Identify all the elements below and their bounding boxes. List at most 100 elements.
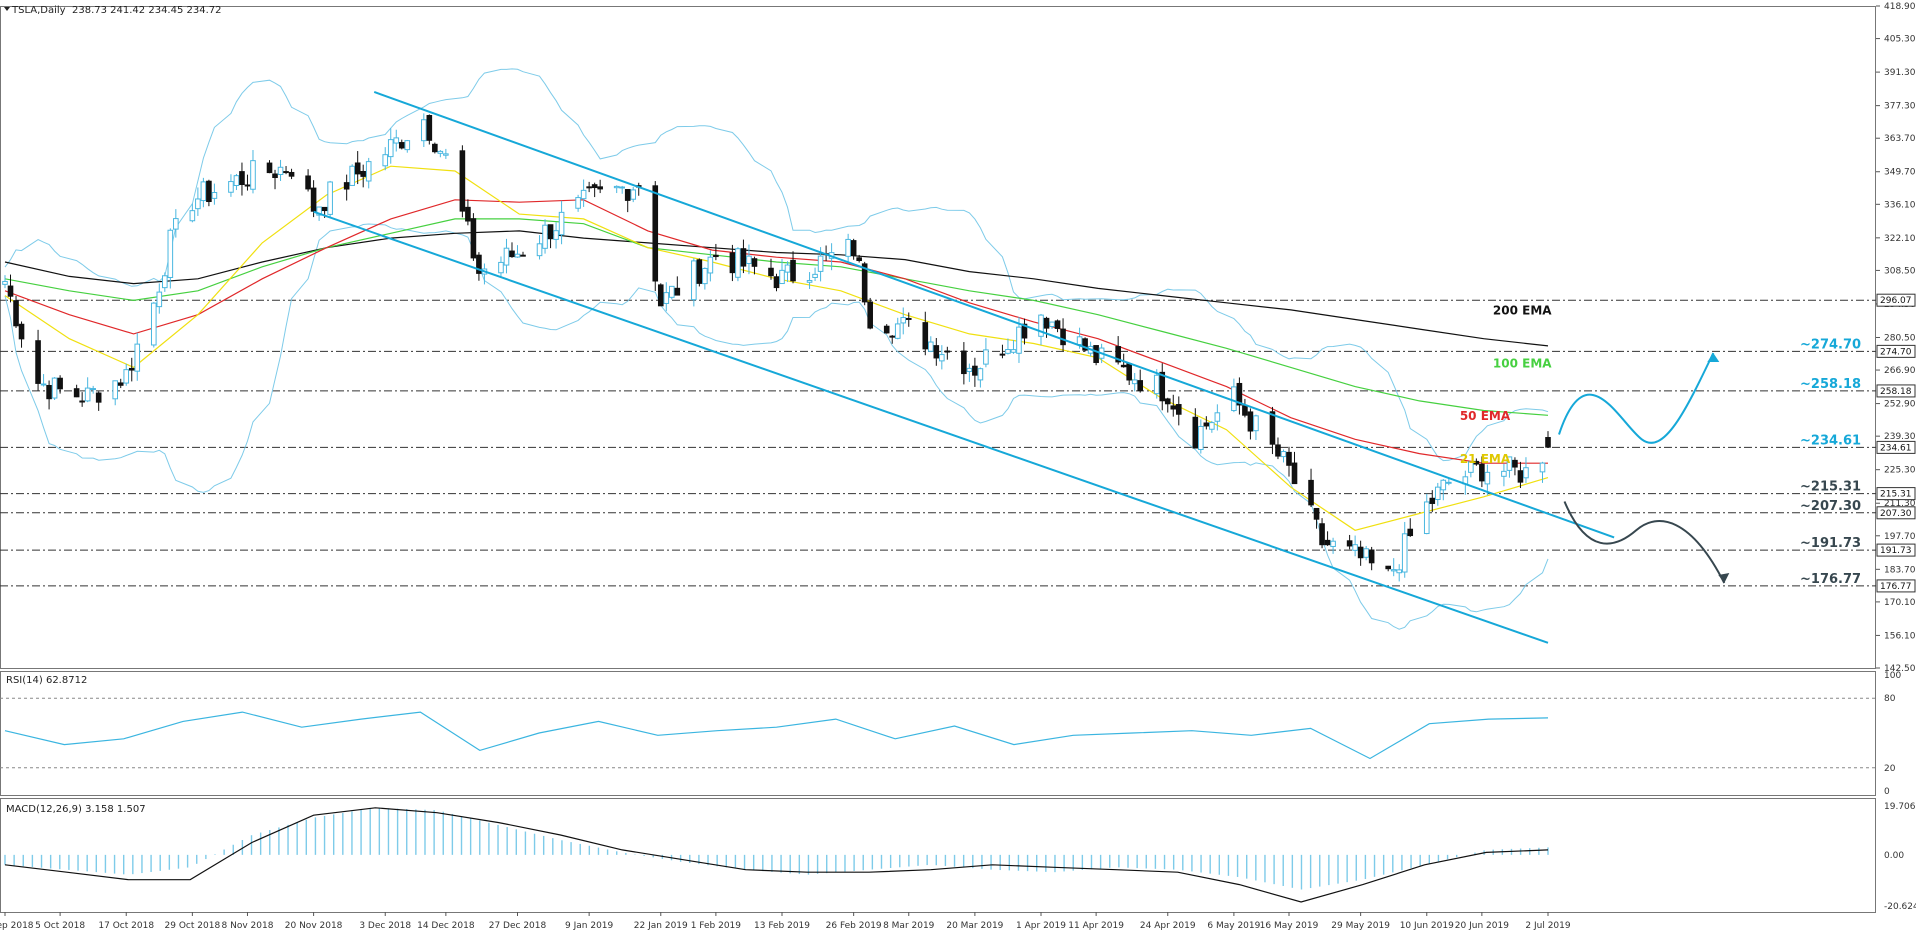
candle-body [150,302,157,346]
candle-body [536,243,543,257]
candle [1280,449,1287,463]
candle-body [668,285,675,298]
candle-body [889,335,896,338]
candle-body [1363,548,1369,558]
candle-body [1468,461,1474,473]
candle [167,228,174,289]
price-tick-label: 183.70 [1884,565,1916,575]
candle [1137,369,1144,393]
rsi-tick-label: 0 [1884,787,1890,797]
candle [1484,464,1491,496]
candle-body [310,187,317,212]
level-price-box [1876,293,1916,307]
x-tick-label: 29 May 2019 [1331,921,1390,931]
rsi-title: RSI(14) 62.8712 [6,675,87,686]
candle-body [547,224,554,240]
price-tick-label: 377.30 [1884,102,1916,112]
candle [977,367,984,388]
candle-body [173,218,179,230]
price-tick-label: 322.10 [1884,234,1916,244]
candle [1192,408,1199,449]
candle-body [250,160,256,190]
candle-body [470,218,477,259]
candle-body [35,340,41,384]
level-label: ~258.18 [1800,377,1861,392]
candle-body [1429,497,1436,504]
x-tick-label: 16 May 2019 [1260,921,1319,931]
candle [354,151,361,185]
candle [867,297,873,330]
level-price-label: 207.30 [1880,509,1912,519]
candle-body [702,267,708,285]
candle-body [1209,422,1215,430]
candle-body [1043,317,1050,329]
macd-panel [0,798,1876,913]
candle-body [1357,546,1364,559]
price-tick-label: 211.30 [1884,499,1916,509]
candle-body [1440,479,1447,491]
candle-body [1506,456,1513,471]
candle-body [1115,346,1121,363]
level-price-box [1876,506,1916,520]
candle-body [784,264,791,273]
ema-line-50-ema [4,199,1548,464]
candle [465,199,471,226]
candle-body [674,287,681,296]
x-tick-label: 8 Mar 2019 [883,921,935,931]
bollinger-upper-band [4,68,1549,462]
ema-line-100-ema [4,218,1549,416]
level-price-label: 258.18 [1880,387,1912,397]
candle [349,164,355,186]
candle-body [112,380,119,400]
candle-body [619,186,626,189]
candle [40,374,47,387]
level-price-label: 191.73 [1880,546,1912,556]
candle [51,377,58,400]
candle-body [421,119,427,142]
candle-body [1401,533,1408,573]
candle [883,324,890,334]
candle [1275,437,1281,460]
candle [1479,456,1485,488]
candle-body [162,275,168,289]
candle [547,224,554,249]
candle-body [343,182,350,190]
candle-body [729,252,736,274]
bearish-scenario-arrow [1563,501,1726,584]
candle [586,181,592,193]
candle [894,317,901,340]
candle [1346,534,1353,550]
candle [966,363,973,382]
candle-body [691,260,697,301]
candle-body [1159,371,1166,402]
candle-body [1291,462,1298,485]
candle-body [790,259,796,282]
level-label: ~176.77 [1800,572,1861,587]
candle-body [1423,501,1430,535]
bollinger-lower-band [4,223,1549,630]
candle [1021,318,1028,345]
candle [1126,362,1132,386]
candle-body [404,140,411,151]
candle-body [211,192,218,199]
candle [426,114,433,145]
candle [443,148,449,159]
candle [944,346,951,360]
candle-body [1313,507,1320,520]
collapse-triangle-icon[interactable] [4,7,10,11]
level-label: ~234.61 [1800,433,1861,448]
price-tick-label: 266.90 [1884,366,1916,376]
candle [476,252,482,281]
candle-body [1407,528,1414,537]
candle-body [1501,470,1507,477]
candle-body [707,256,714,274]
candle-body [905,317,912,320]
candle [580,179,587,207]
candle [503,238,510,274]
candle-body [696,259,703,284]
price-tick-label: 391.30 [1884,68,1916,78]
candle [150,302,157,348]
candle-body [73,388,80,398]
candle [597,179,603,194]
